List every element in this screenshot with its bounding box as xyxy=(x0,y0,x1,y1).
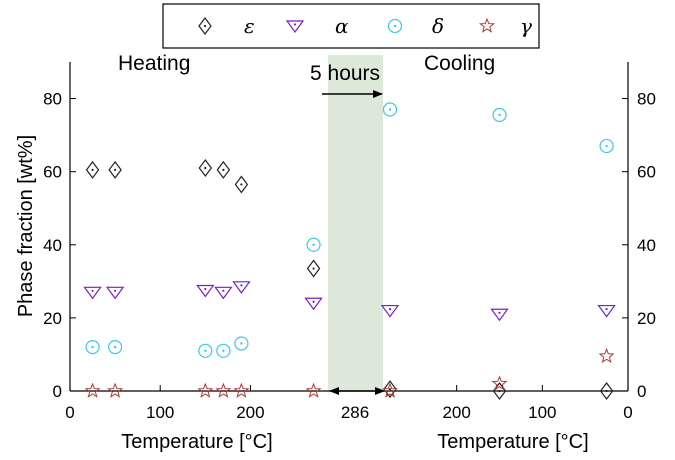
marker-hold-end xyxy=(381,382,399,398)
marker-cooling xyxy=(599,138,614,154)
y-tick-label-left: 20 xyxy=(43,309,62,328)
marker-heating xyxy=(107,382,124,398)
arrow-annotations xyxy=(322,90,385,395)
legend-marker xyxy=(285,20,305,34)
marker-heating xyxy=(105,286,125,300)
marker-heating xyxy=(197,382,214,398)
marker-heating xyxy=(85,340,100,355)
heating-label: Heating xyxy=(118,52,190,75)
hold-temperature-label: 286 xyxy=(341,403,369,422)
marker-heating xyxy=(84,382,101,398)
y-axis-title: Phase fraction [wt%] xyxy=(15,135,37,317)
marker-cooling xyxy=(491,375,508,391)
marker-heating xyxy=(306,259,321,278)
marker-hold-end xyxy=(382,102,398,117)
marker-heating xyxy=(108,160,122,179)
legend-entry-label: δ xyxy=(432,14,444,38)
legend-entry-label: ε xyxy=(244,14,255,38)
y-tick-label-left: 60 xyxy=(43,163,62,182)
marker-heating xyxy=(196,284,215,298)
y-tick-label-right: 40 xyxy=(637,236,656,255)
marker-heating xyxy=(304,297,323,311)
marker-heating xyxy=(306,237,321,252)
marker-heating xyxy=(214,286,233,300)
legend-entry-label: α xyxy=(335,14,349,38)
marker-heating xyxy=(216,160,231,179)
x-tick-label-heating: 200 xyxy=(236,403,264,422)
marker-heating xyxy=(108,340,123,355)
legend-marker xyxy=(198,17,212,35)
x-tick-label-cooling: 0 xyxy=(623,403,632,422)
x-axis-title-cooling: Temperature [°C] xyxy=(437,431,588,453)
y-tick-label-left: 40 xyxy=(43,236,62,255)
marker-heating xyxy=(216,343,231,358)
y-tick-label-right: 0 xyxy=(637,382,646,401)
marker-hold-end xyxy=(383,380,397,399)
y-tick-label-right: 20 xyxy=(637,309,656,328)
hold-shaded-band xyxy=(328,55,383,391)
marker-cooling xyxy=(599,382,614,400)
marker-heating xyxy=(305,382,322,398)
marker-cooling xyxy=(490,308,509,322)
marker-hold-end xyxy=(380,304,400,318)
x-axis-title-heating: Temperature [°C] xyxy=(121,431,272,453)
marker-heating xyxy=(85,160,100,179)
y-tick-label-left: 80 xyxy=(43,90,62,109)
marker-heating xyxy=(198,159,213,178)
marker-cooling xyxy=(492,107,507,123)
x-tick-label-cooling: 200 xyxy=(442,403,470,422)
legend-entry-label: γ xyxy=(520,14,532,38)
marker-heating xyxy=(234,175,249,194)
marker-cooling xyxy=(598,347,615,364)
marker-heating xyxy=(215,382,232,398)
y-tick-label-right: 80 xyxy=(637,90,656,109)
cooling-label: Cooling xyxy=(424,52,495,75)
marker-heating xyxy=(234,336,249,351)
legend-box xyxy=(162,3,540,49)
data-markers xyxy=(83,102,616,400)
legend-marker xyxy=(387,18,403,34)
x-tick-label-heating: 0 xyxy=(65,403,74,422)
marker-heating xyxy=(233,382,250,398)
y-tick-label-left: 0 xyxy=(53,382,62,401)
marker-heating xyxy=(232,281,251,294)
marker-heating xyxy=(83,286,102,300)
marker-heating xyxy=(198,343,213,358)
x-tick-label-heating: 100 xyxy=(146,403,174,422)
legend-marker xyxy=(478,17,496,33)
y-tick-label-right: 60 xyxy=(637,163,656,182)
marker-cooling xyxy=(597,304,616,318)
x-tick-label-cooling: 100 xyxy=(528,403,556,422)
hold-duration-label: 5 hours xyxy=(310,62,380,85)
